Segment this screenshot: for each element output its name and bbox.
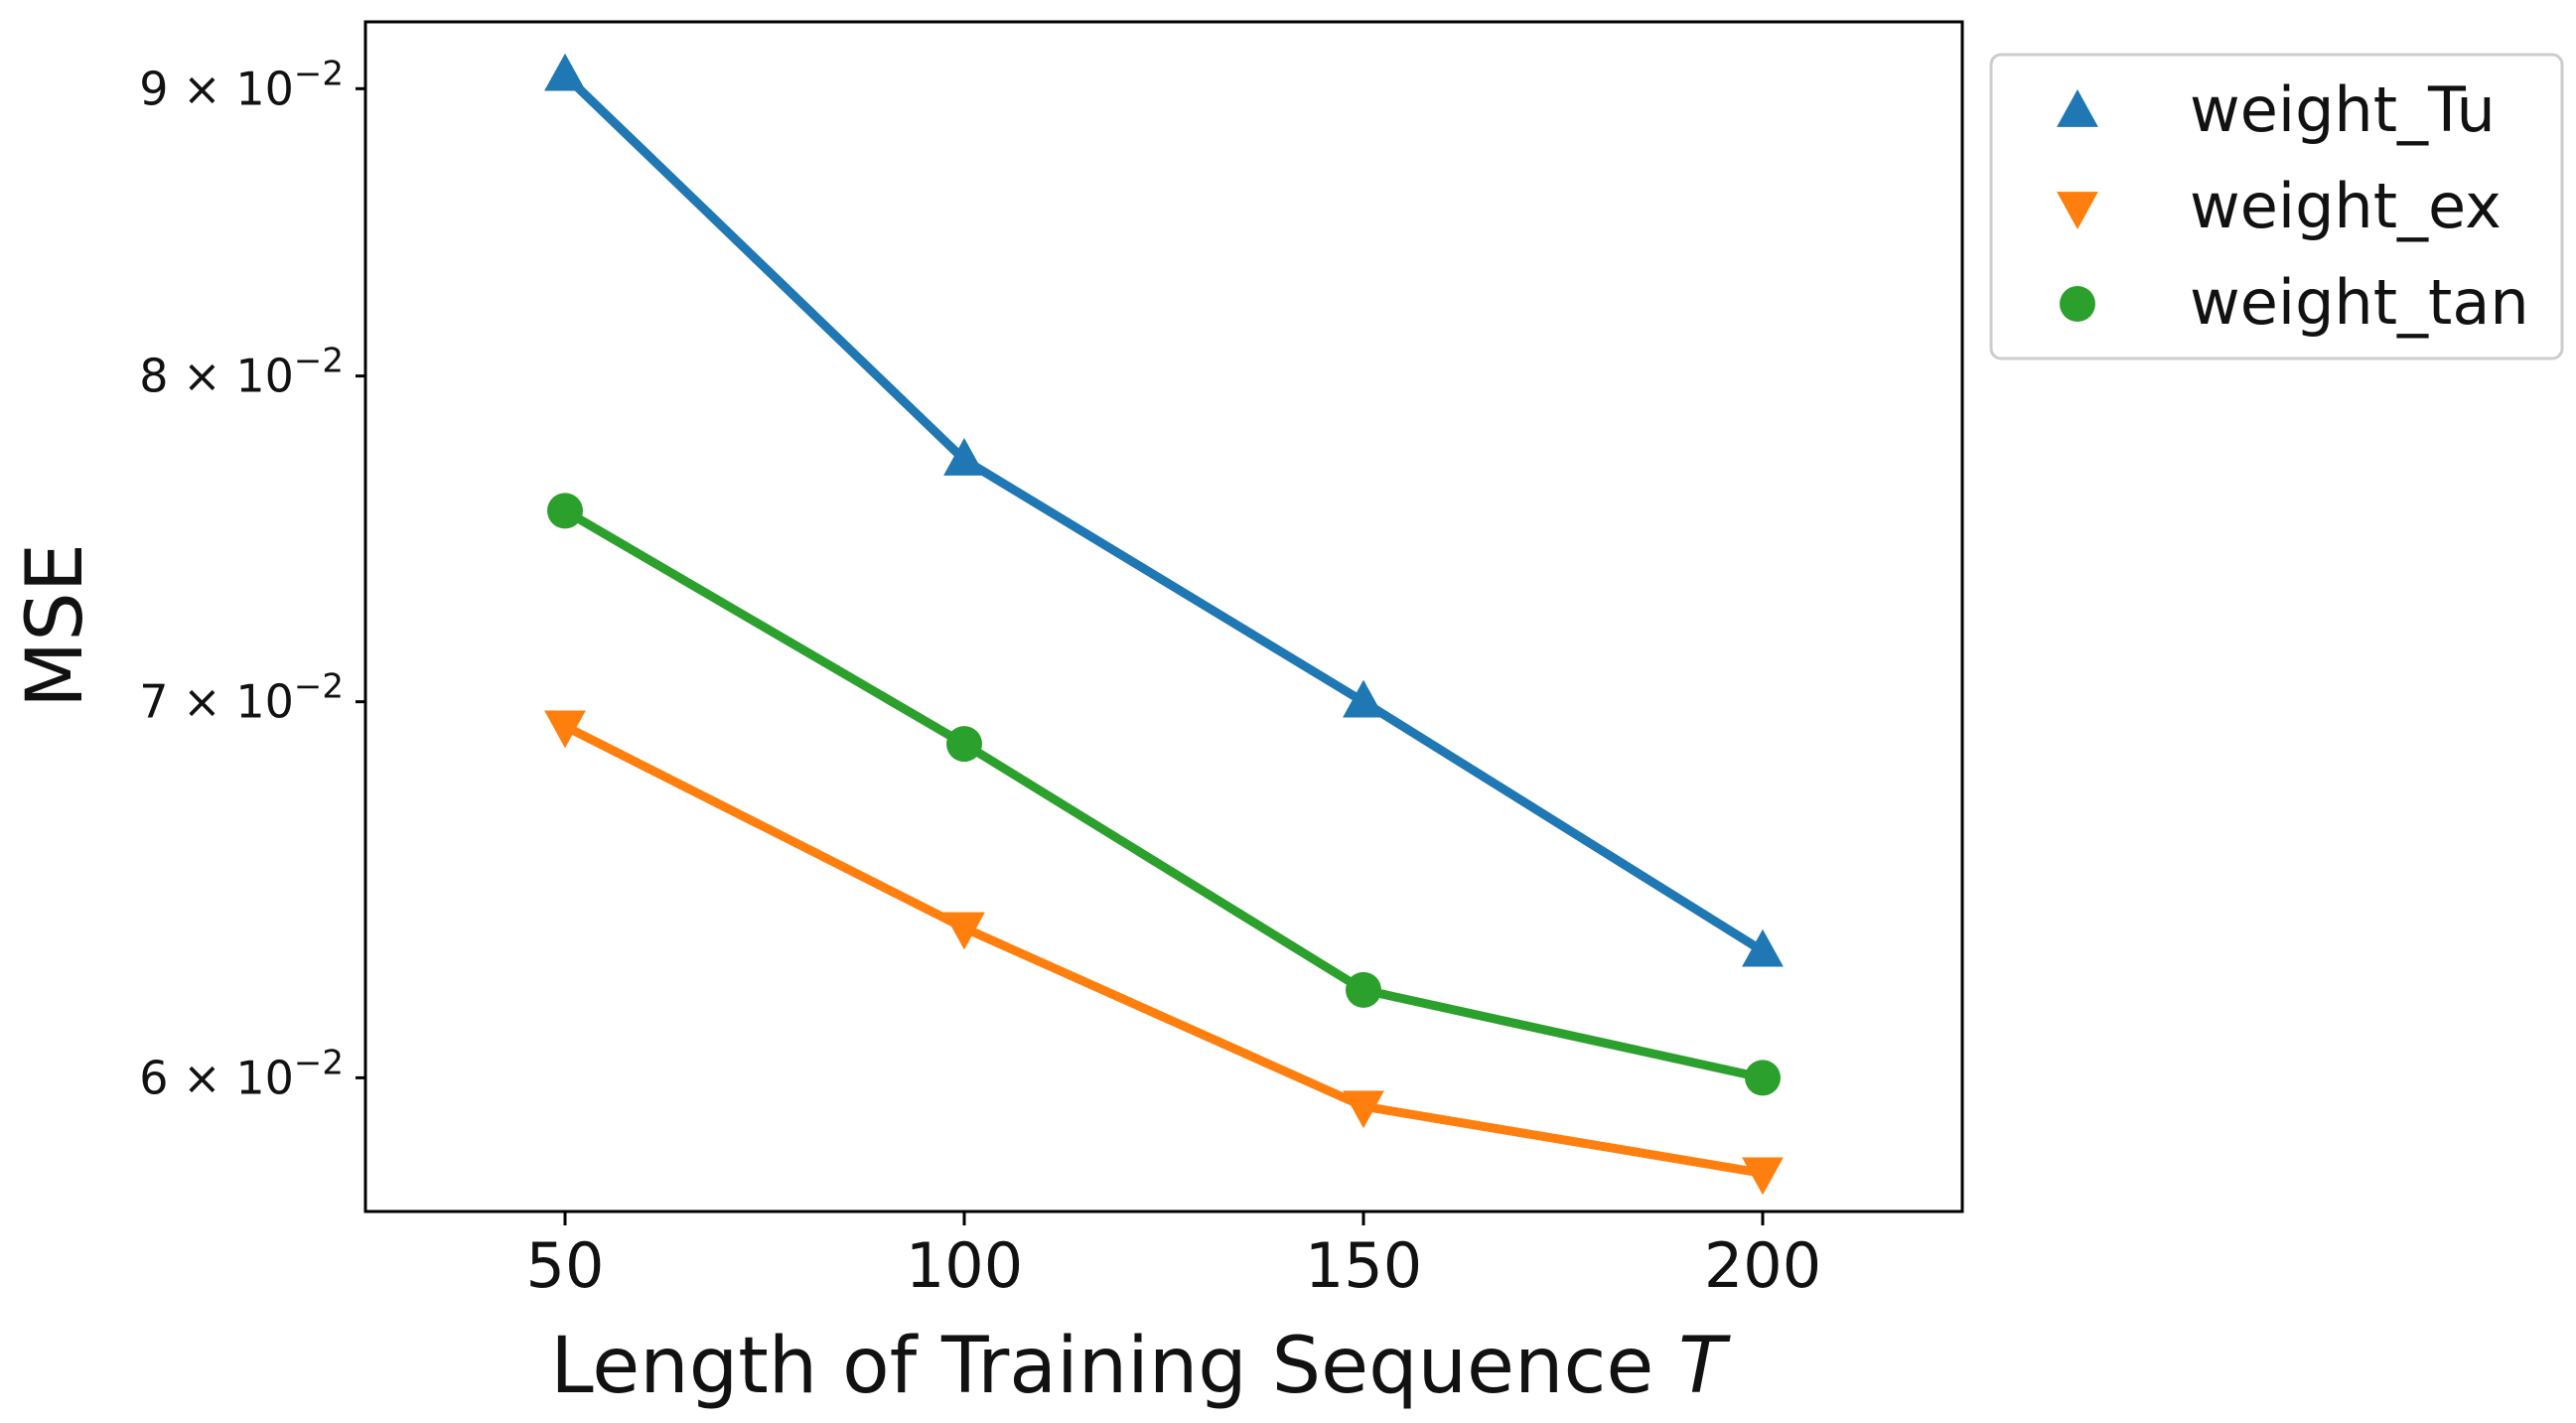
x-tick-label: 50 [526, 1229, 605, 1302]
series-line-weight_ex [560, 721, 1768, 1178]
legend-label-weight_ex: weight_ex [2190, 170, 2502, 242]
legend-item-weight_tan: weight_tan [2060, 266, 2529, 339]
data-point-weight_Tu [544, 53, 586, 91]
y-tick-mantissa: 7 [139, 675, 168, 729]
y-tick-mantissa: 8 [139, 350, 168, 403]
y-tick-mantissa: 9 [139, 62, 168, 115]
legend-marker-weight_ex [2057, 192, 2098, 229]
data-point-weight_Tu [943, 437, 985, 476]
legend: weight_Tu weight_ex weight_tan [1989, 53, 2564, 360]
series-weight_Tu [544, 53, 1784, 967]
series-layer [544, 53, 1784, 1196]
y-tick-mantissa: 6 [139, 1051, 168, 1104]
y-tick-base: 10 [235, 675, 294, 729]
y-tick-label: 9 × 10−2 [139, 54, 344, 115]
data-point-weight_ex [1742, 1157, 1784, 1196]
legend-label-weight_Tu: weight_Tu [2190, 73, 2496, 146]
y-axis-label: MSE [11, 543, 100, 708]
y-tick-base: 10 [235, 62, 294, 115]
x-tick-label: 150 [1305, 1229, 1422, 1302]
data-point-weight_tan [1745, 1060, 1781, 1096]
x-axis-label-text: Length of Training Sequence [550, 1322, 1653, 1411]
y-tick-exponent: −2 [294, 54, 344, 93]
x-tick-label: 100 [906, 1229, 1023, 1302]
y-tick-times: × [169, 675, 236, 729]
plot-background [365, 22, 1962, 1211]
x-axis: 50 100 150 200 [526, 1211, 1821, 1302]
plot-frame [363, 20, 1964, 1213]
legend-label-weight_tan: weight_tan [2190, 266, 2529, 339]
x-axis-label: Length of Training Sequence T [550, 1322, 1731, 1411]
y-tick-label: 6 × 10−2 [139, 1043, 344, 1104]
y-tick-base: 10 [235, 1051, 294, 1104]
y-tick-times: × [169, 350, 236, 403]
y-tick-label: 7 × 10−2 [139, 667, 344, 729]
data-point-weight_ex [943, 912, 985, 950]
data-point-weight_Tu [1742, 928, 1784, 967]
y-tick-times: × [169, 1051, 236, 1104]
data-point-weight_ex [1343, 1090, 1384, 1129]
x-tick-label: 200 [1704, 1229, 1821, 1302]
series-line-weight_tan [560, 505, 1768, 1082]
y-tick-exponent: −2 [294, 667, 344, 707]
y-tick-times: × [169, 62, 236, 115]
y-tick-label: 8 × 10−2 [139, 342, 344, 403]
series-line-weight_Tu [560, 71, 1768, 956]
legend-marker-weight_tan [2060, 286, 2095, 322]
legend-item-weight_Tu: weight_Tu [2057, 73, 2496, 146]
legend-box [1989, 53, 2564, 360]
legend-item-weight_ex: weight_ex [2057, 170, 2502, 242]
data-point-weight_tan [946, 726, 982, 763]
y-tick-base: 10 [235, 350, 294, 403]
data-point-weight_ex [544, 710, 586, 749]
series-weight_ex [544, 710, 1784, 1196]
x-axis-label-variable: T [1678, 1322, 1731, 1411]
data-point-weight_tan [1346, 971, 1381, 1008]
series-weight_tan [547, 493, 1781, 1096]
y-tick-exponent: −2 [294, 342, 344, 381]
data-point-weight_Tu [1343, 679, 1384, 718]
y-axis: 6 × 10−27 × 10−28 × 10−29 × 10−2 [139, 54, 365, 1104]
legend-marker-weight_Tu [2057, 89, 2098, 127]
data-point-weight_tan [547, 493, 583, 529]
y-tick-exponent: −2 [294, 1043, 344, 1082]
